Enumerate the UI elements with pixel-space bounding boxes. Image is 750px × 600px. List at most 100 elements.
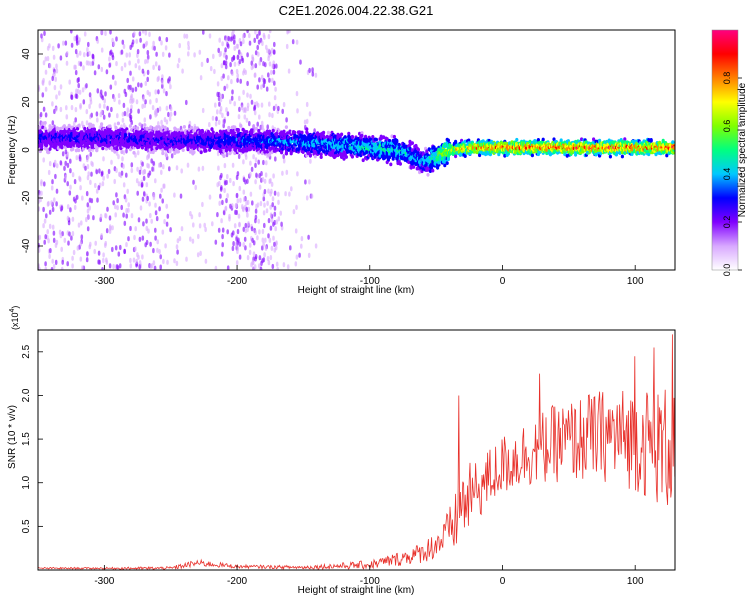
- noise-mark: [108, 112, 111, 118]
- ridge-mark: [211, 130, 215, 135]
- noise-mark: [154, 202, 157, 208]
- noise-mark: [74, 198, 77, 204]
- noise-mark: [201, 107, 205, 114]
- noise-mark: [289, 245, 292, 251]
- noise-mark: [268, 237, 272, 243]
- noise-mark: [243, 114, 247, 120]
- noise-mark: [242, 242, 245, 248]
- noise-mark: [187, 45, 190, 51]
- noise-mark: [260, 74, 264, 80]
- noise-mark: [54, 259, 58, 265]
- noise-mark: [142, 175, 146, 181]
- noise-mark: [196, 252, 200, 258]
- noise-mark: [138, 236, 142, 242]
- noise-mark: [52, 264, 56, 270]
- noise-mark: [232, 181, 235, 187]
- noise-mark: [104, 91, 107, 97]
- noise-mark: [263, 222, 266, 229]
- noise-mark: [268, 77, 271, 83]
- noise-mark: [280, 221, 283, 227]
- noise-mark: [85, 257, 89, 263]
- noise-mark: [277, 216, 281, 222]
- noise-mark: [111, 74, 115, 80]
- noise-mark: [53, 159, 57, 165]
- noise-mark: [307, 252, 311, 258]
- noise-mark: [268, 112, 271, 118]
- noise-mark: [69, 184, 72, 190]
- noise-mark: [55, 188, 59, 194]
- noise-mark: [159, 254, 162, 260]
- noise-mark: [86, 251, 89, 257]
- noise-mark: [262, 159, 265, 166]
- noise-mark: [133, 234, 136, 241]
- noise-mark: [226, 229, 229, 235]
- noise-mark: [76, 245, 80, 251]
- noise-mark: [258, 229, 261, 235]
- noise-mark: [90, 171, 93, 177]
- ridge-mark: [77, 123, 81, 128]
- noise-mark: [76, 88, 80, 94]
- noise-mark: [305, 101, 309, 108]
- noise-mark: [40, 33, 43, 39]
- noise-mark: [93, 248, 96, 255]
- noise-mark: [59, 160, 63, 166]
- noise-mark: [253, 110, 257, 116]
- noise-mark: [43, 30, 46, 36]
- noise-mark: [116, 205, 119, 211]
- noise-mark: [55, 163, 59, 169]
- ridge-mark: [174, 127, 178, 132]
- noise-mark: [137, 181, 141, 187]
- noise-mark: [167, 111, 170, 118]
- noise-mark: [46, 45, 50, 51]
- noise-mark: [168, 116, 172, 122]
- noise-mark: [161, 198, 164, 204]
- noise-mark: [154, 210, 158, 216]
- noise-mark: [286, 264, 290, 270]
- noise-mark: [254, 157, 258, 163]
- noise-mark: [76, 52, 79, 58]
- ridge-mark: [350, 135, 354, 140]
- noise-mark: [214, 265, 218, 270]
- ridge-mark: [398, 162, 402, 166]
- noise-mark: [146, 195, 149, 202]
- noise-mark: [70, 94, 74, 100]
- noise-mark: [82, 65, 85, 71]
- noise-mark: [96, 38, 99, 44]
- noise-mark: [264, 237, 267, 243]
- ridge-mark: [109, 129, 113, 134]
- noise-mark: [158, 36, 161, 42]
- noise-mark: [160, 40, 163, 46]
- noise-mark: [104, 213, 108, 219]
- noise-mark: [198, 223, 202, 229]
- ridge-mark: [322, 130, 326, 135]
- noise-mark: [85, 120, 89, 126]
- noise-mark: [88, 103, 91, 109]
- noise-mark: [46, 229, 49, 235]
- ridge-mark: [160, 128, 164, 133]
- noise-mark: [43, 218, 47, 224]
- noise-mark: [117, 93, 121, 99]
- noise-mark: [272, 105, 276, 111]
- noise-mark: [217, 119, 221, 125]
- ridge-mark: [326, 130, 330, 135]
- noise-mark: [236, 229, 240, 235]
- noise-mark: [86, 208, 90, 214]
- noise-mark: [314, 243, 318, 249]
- noise-mark: [141, 68, 145, 74]
- noise-mark: [102, 156, 105, 162]
- noise-mark: [260, 102, 264, 108]
- noise-mark: [305, 195, 309, 201]
- noise-mark: [51, 179, 54, 185]
- noise-mark: [269, 225, 273, 231]
- noise-mark: [279, 210, 283, 216]
- noise-mark: [214, 239, 218, 245]
- noise-mark: [249, 160, 252, 166]
- noise-mark: [44, 261, 47, 267]
- noise-mark: [100, 171, 104, 177]
- noise-mark: [256, 235, 259, 241]
- noise-mark: [60, 266, 64, 270]
- noise-mark: [238, 254, 242, 260]
- noise-mark: [48, 161, 52, 167]
- noise-mark: [216, 109, 219, 115]
- noise-mark: [180, 226, 184, 232]
